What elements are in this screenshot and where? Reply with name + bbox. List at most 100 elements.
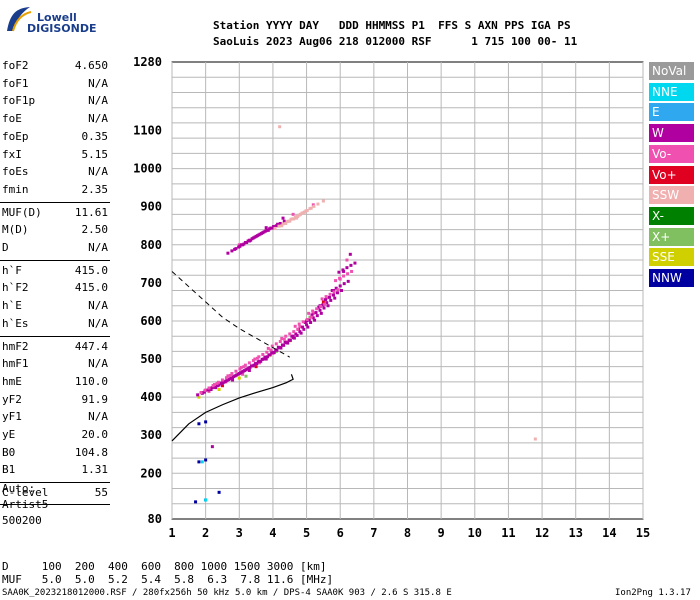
header-line-2: SaoLuis 2023 Aug06 218 012000 RSF 1 715 … [213, 35, 578, 48]
legend-item-noval: NoVal [649, 62, 694, 80]
y-tick-label: 600 [140, 314, 162, 328]
data-point [247, 368, 251, 372]
param-key: foE [2, 112, 22, 126]
legend-item-nnw: NNW [649, 269, 694, 287]
param-key: foEp [2, 129, 29, 143]
data-point [266, 228, 270, 232]
data-point [309, 320, 313, 324]
x-tick-label: 15 [636, 526, 650, 540]
param-key: fmin [2, 182, 29, 196]
profile-curve [171, 374, 294, 442]
data-point [339, 289, 343, 292]
auto-label: Auto: [2, 482, 36, 495]
data-point [337, 270, 341, 274]
data-point [256, 360, 260, 364]
param-row: MUF(D) 11.61 [2, 206, 108, 220]
data-point [251, 359, 255, 363]
legend-item-vo-: Vo- [649, 144, 694, 163]
data-point [302, 327, 306, 331]
data-point [226, 374, 230, 378]
param-row: B0 104.8 [2, 446, 108, 460]
param-row: foEs N/A [2, 165, 108, 179]
data-point [207, 389, 211, 393]
data-point [276, 222, 280, 226]
data-point [212, 383, 216, 387]
data-point [333, 296, 337, 300]
separator [0, 504, 110, 506]
data-point [203, 388, 207, 392]
x-tick-label: 10 [468, 526, 482, 540]
clevel-key: C-level [2, 486, 49, 500]
data-point [315, 307, 319, 311]
data-point [336, 288, 340, 292]
param-value: N/A [88, 316, 108, 330]
data-point [204, 458, 208, 462]
data-point [270, 350, 274, 354]
legend-item-vo-: Vo+ [649, 165, 694, 184]
param-row: M(D) 2.50 [2, 223, 108, 237]
data-point [338, 284, 342, 288]
data-point [233, 374, 237, 378]
data-point [204, 498, 208, 502]
data-point [311, 203, 315, 207]
data-point [307, 311, 311, 315]
data-point [325, 296, 329, 300]
data-point [264, 357, 268, 361]
param-value: 1.31 [81, 463, 109, 477]
x-tick-label: 6 [337, 526, 344, 540]
data-point [270, 344, 274, 348]
data-point [253, 235, 257, 239]
data-point [260, 231, 264, 235]
data-point [297, 322, 301, 326]
data-point [342, 269, 346, 273]
param-row: yF2 91.9 [2, 393, 108, 407]
data-point [264, 226, 268, 230]
param-row: h`Es N/A [2, 317, 108, 331]
data-point [231, 378, 235, 382]
x-tick-label: 5 [303, 526, 310, 540]
param-value: 2.50 [81, 223, 109, 237]
data-point [295, 333, 299, 337]
data-point [311, 309, 315, 313]
data-point [292, 330, 296, 334]
footer-distance-row: D 100 200 400 600 800 1000 1500 3000 [km… [2, 560, 327, 573]
auto-artist: Artist5 [2, 498, 49, 511]
header-line-1: Station YYYY DAY DDD HHMMSS P1 FFS S AXN… [213, 19, 571, 32]
param-value: 4.650 [74, 59, 108, 72]
data-point [319, 304, 323, 308]
data-point [323, 302, 327, 306]
data-point [281, 216, 285, 220]
logo-line-2: DIGISONDE [27, 22, 97, 35]
x-tick-label: 7 [370, 526, 377, 540]
param-key: MUF(D) [2, 205, 42, 219]
param-row: yF1 N/A [2, 410, 108, 424]
data-point [280, 224, 284, 228]
param-key: fxI [2, 147, 22, 161]
param-key: foF1 [2, 76, 29, 90]
param-row: D N/A [2, 241, 108, 255]
ionogram-chart: 1 2 3 4 5 6 7 8 9 10 11 12 13 14 158020030040050060070… [133, 55, 650, 540]
param-row: foF1p N/A [2, 94, 108, 108]
data-point [263, 355, 267, 359]
data-point [338, 276, 342, 280]
data-point [298, 325, 302, 329]
data-point [307, 318, 311, 322]
data-point [197, 422, 201, 426]
data-point [301, 320, 305, 324]
data-point [230, 249, 234, 253]
data-point [241, 372, 245, 376]
data-point [290, 334, 294, 338]
footer-muf-row: MUF 5.0 5.0 5.2 5.4 5.8 6.3 7.8 11.6 [MH… [2, 573, 334, 586]
param-value: N/A [88, 241, 108, 254]
data-point [266, 346, 270, 350]
data-point [269, 348, 273, 352]
data-point [217, 388, 221, 392]
data-point [321, 300, 325, 304]
data-point [329, 298, 333, 302]
data-point [278, 125, 282, 129]
x-tick-label: 8 [404, 526, 411, 540]
data-point [332, 290, 336, 294]
footer-version: Ion2Png 1.3.17 [615, 588, 691, 598]
data-point [324, 295, 328, 299]
data-point [325, 301, 329, 305]
